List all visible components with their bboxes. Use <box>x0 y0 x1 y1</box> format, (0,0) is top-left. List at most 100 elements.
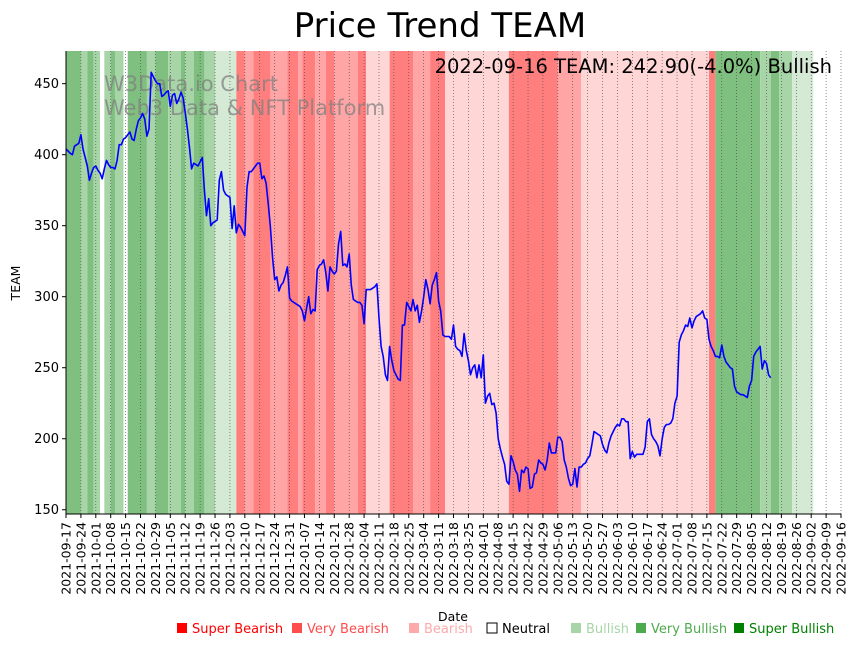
x-tick-label: 2022-05-13 <box>565 522 580 595</box>
x-tick-label: 2021-10-01 <box>88 522 103 595</box>
last-price-annotation: 2022-09-16 TEAM: 242.90(-4.0%) Bullish <box>435 55 832 78</box>
regime-band-7 <box>114 51 124 514</box>
regime-band-22 <box>287 51 299 514</box>
x-tick-label: 2021-11-26 <box>208 522 223 595</box>
x-tick-label: 2022-01-07 <box>297 522 312 595</box>
regime-band-23 <box>298 51 303 514</box>
x-tick-label: 2021-10-22 <box>133 522 148 595</box>
x-tick-label: 2022-07-29 <box>729 522 744 595</box>
regime-band-5 <box>104 51 111 514</box>
legend-label: Bullish <box>586 622 629 637</box>
regime-band-30 <box>389 51 414 514</box>
x-tick-label: 2022-02-18 <box>386 522 401 595</box>
y-axis-label: TEAM <box>8 266 23 302</box>
regime-band-15 <box>193 51 205 514</box>
regime-band-40 <box>770 51 780 514</box>
regime-band-1 <box>80 51 88 514</box>
x-tick-label: 2022-04-08 <box>491 522 506 595</box>
watermark-line: Web3 Data & NFT Platform <box>104 96 385 120</box>
x-tick-label: 2022-04-15 <box>506 522 521 595</box>
x-axis-label: Date <box>438 609 468 624</box>
regime-band-3 <box>93 51 101 514</box>
x-tick-label: 2022-07-01 <box>670 522 685 595</box>
x-tick-label: 2022-03-04 <box>416 522 431 595</box>
regime-bands <box>66 51 814 514</box>
chart-title: Price Trend TEAM <box>294 6 586 46</box>
legend-label: Super Bullish <box>749 622 834 637</box>
x-tick-label: 2022-09-16 <box>834 522 849 595</box>
regime-band-26 <box>325 51 335 514</box>
regime-band-39 <box>760 51 771 514</box>
x-tick-label: 2022-07-08 <box>684 522 699 595</box>
x-tick-label: 2021-12-03 <box>222 522 237 595</box>
x-tick-label: 2022-08-26 <box>789 522 804 595</box>
x-tick-label: 2021-09-24 <box>73 522 88 595</box>
regime-band-24 <box>302 51 316 514</box>
x-tick-label: 2022-05-06 <box>550 522 565 595</box>
x-tick-label: 2022-02-04 <box>357 522 372 595</box>
legend-label: Very Bullish <box>651 622 727 637</box>
x-tick-label: 2022-03-25 <box>461 522 476 595</box>
x-tick-label: 2022-07-22 <box>714 522 729 595</box>
regime-band-0 <box>66 51 81 514</box>
x-tick-label: 2022-04-01 <box>476 522 491 595</box>
regime-band-25 <box>315 51 326 514</box>
x-tick-label: 2022-06-10 <box>625 522 640 595</box>
regime-band-34 <box>508 51 558 514</box>
legend-label: Very Bearish <box>307 622 389 637</box>
regime-band-35 <box>557 51 582 514</box>
legend-swatch <box>409 623 419 633</box>
legend-label: Super Bearish <box>192 622 283 637</box>
y-tick-label: 450 <box>34 77 59 92</box>
legend-swatch <box>486 622 498 634</box>
legend-swatch <box>177 623 187 633</box>
watermark-line: W3Data.io Chart <box>104 72 278 96</box>
regime-band-11 <box>155 51 169 514</box>
regime-band-29 <box>366 51 390 514</box>
x-tick-label: 2021-11-05 <box>163 522 178 595</box>
regime-band-10 <box>146 51 156 514</box>
x-tick-label: 2022-08-05 <box>744 522 759 595</box>
x-tick-label: 2021-12-31 <box>282 522 297 595</box>
x-tick-label: 2022-09-09 <box>819 522 834 595</box>
regime-band-27 <box>334 51 358 514</box>
regime-band-14 <box>185 51 194 514</box>
regime-band-17 <box>215 51 237 514</box>
x-tick-label: 2021-10-08 <box>103 522 118 595</box>
x-tick-label: 2022-02-11 <box>371 522 386 595</box>
x-tick-label: 2022-06-17 <box>640 522 655 595</box>
x-tick-label: 2022-06-03 <box>610 522 625 595</box>
x-tick-label: 2021-12-10 <box>237 522 252 595</box>
regime-band-19 <box>244 51 254 514</box>
x-tick-label: 2022-06-24 <box>655 522 670 595</box>
regime-band-41 <box>779 51 793 514</box>
y-tick-label: 150 <box>34 503 59 518</box>
y-tick-label: 250 <box>34 361 59 376</box>
regime-band-21 <box>270 51 288 514</box>
regime-band-37 <box>708 51 716 514</box>
x-tick-label: 2022-05-20 <box>580 522 595 595</box>
regime-band-2 <box>87 51 94 514</box>
legend: Super Bearish Very Bearish Bearish Neutral B… <box>177 622 834 637</box>
regime-band-12 <box>168 51 181 514</box>
y-tick-label: 300 <box>34 290 59 305</box>
x-tick-label: 2021-10-15 <box>118 522 133 595</box>
regime-band-4 <box>100 51 105 514</box>
x-tick-label: 2022-08-12 <box>759 522 774 595</box>
x-tick-label: 2022-03-18 <box>446 522 461 595</box>
y-tick-label: 400 <box>34 148 59 163</box>
x-tick-label: 2022-04-29 <box>535 522 550 595</box>
x-tick-label: 2022-05-27 <box>595 522 610 595</box>
regime-band-20 <box>253 51 271 514</box>
y-tick-label: 200 <box>34 432 59 447</box>
regime-band-6 <box>110 51 115 514</box>
legend-label: Neutral <box>502 622 550 637</box>
y-axis-ticks: 150 200 250 300 350 400 450 <box>34 77 66 518</box>
x-tick-label: 2022-02-25 <box>401 522 416 595</box>
x-tick-label: 2021-11-19 <box>193 522 208 595</box>
regime-band-13 <box>180 51 186 514</box>
x-tick-label: 2021-09-17 <box>59 522 74 595</box>
legend-swatch <box>734 623 744 633</box>
legend-swatch <box>292 623 302 633</box>
x-tick-label: 2022-01-21 <box>327 522 342 595</box>
